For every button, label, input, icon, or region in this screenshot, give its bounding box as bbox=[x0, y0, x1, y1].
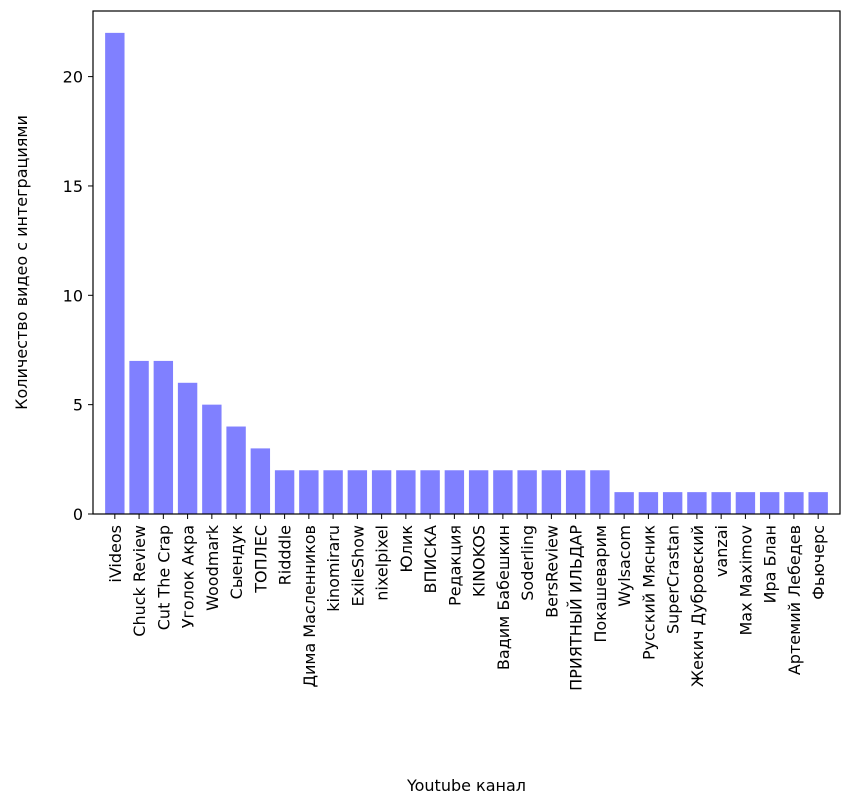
bar bbox=[493, 470, 513, 514]
bar bbox=[105, 32, 125, 514]
x-tick-label: Артемий Лебедев bbox=[785, 525, 804, 675]
bar bbox=[202, 404, 222, 514]
y-tick-label: 10 bbox=[63, 286, 83, 305]
x-tick-label: Woodmark bbox=[203, 524, 222, 611]
y-axis: 0 5 10 15 20 bbox=[63, 68, 93, 524]
x-tick-label: Юлик bbox=[397, 525, 416, 573]
bar bbox=[177, 382, 198, 514]
x-tick-label: Дима Масленников bbox=[300, 525, 319, 688]
x-tick-label: Вадим Бабешкин bbox=[494, 525, 513, 670]
x-tick-label: Ridddle bbox=[276, 525, 295, 585]
bar bbox=[590, 470, 610, 514]
x-tick-label: Редакция bbox=[445, 525, 464, 606]
bar bbox=[638, 492, 659, 514]
bar bbox=[687, 492, 707, 514]
bar bbox=[274, 470, 295, 514]
x-tick-label: Cut The Crap bbox=[154, 525, 173, 630]
x-tick-label: KINOKOS bbox=[470, 525, 489, 597]
x-tick-label: ТОПЛЕС bbox=[251, 525, 270, 594]
x-tick-label: Русский Мясник bbox=[639, 525, 658, 660]
bar bbox=[662, 492, 683, 514]
x-tick-label: Wylsacom bbox=[615, 525, 634, 607]
bar bbox=[371, 470, 392, 514]
x-tick-label: iVideos bbox=[106, 525, 125, 583]
x-axis: iVideos Chuck Review Cut The Crap Уголок Ак… bbox=[106, 514, 828, 691]
bar bbox=[129, 360, 149, 514]
plot-frame bbox=[92, 10, 841, 515]
x-axis-label: Youtube канал bbox=[406, 776, 526, 795]
bar bbox=[759, 492, 780, 514]
x-tick-label: Ира Блан bbox=[761, 525, 780, 603]
bar bbox=[468, 470, 489, 514]
y-tick-label: 5 bbox=[73, 396, 83, 415]
y-tick-label: 20 bbox=[63, 68, 83, 87]
bar bbox=[444, 470, 465, 514]
bar bbox=[250, 448, 271, 514]
bar bbox=[541, 470, 562, 514]
bar bbox=[614, 492, 634, 514]
x-tick-label: nixelpixel bbox=[373, 525, 392, 601]
bar bbox=[420, 470, 440, 514]
x-tick-label: Max Maximov bbox=[736, 525, 755, 636]
x-tick-label: ВПИСКА bbox=[421, 525, 440, 594]
bar bbox=[565, 470, 586, 514]
x-tick-label: Фьючерс bbox=[809, 525, 828, 600]
bar bbox=[784, 492, 804, 514]
x-tick-label: Soderling bbox=[518, 525, 537, 601]
x-tick-label: SuperCrastan bbox=[664, 525, 683, 634]
x-tick-label: Покашеварим bbox=[591, 525, 610, 643]
x-tick-label: ExileShow bbox=[348, 525, 367, 606]
y-tick-label: 15 bbox=[63, 177, 83, 196]
bar bbox=[808, 492, 828, 514]
bar bbox=[323, 470, 343, 514]
x-tick-label: Chuck Review bbox=[130, 525, 149, 637]
bar bbox=[517, 470, 537, 514]
x-tick-label: kinomiraru bbox=[324, 525, 343, 612]
x-tick-label: ПРИЯТНЫЙ ИЛЬДАР bbox=[567, 525, 586, 691]
bar bbox=[153, 360, 174, 514]
x-tick-label: Жекич Дубровский bbox=[688, 525, 707, 687]
bar bbox=[299, 470, 319, 514]
y-axis-label: Количество видео с интеграциями bbox=[12, 115, 31, 410]
x-tick-label: BersReview bbox=[542, 525, 561, 618]
y-tick-label: 0 bbox=[73, 505, 83, 524]
x-tick-label: vanzai bbox=[712, 525, 731, 577]
x-tick-label: Сыендук bbox=[227, 525, 246, 600]
bar bbox=[396, 470, 416, 514]
bar bbox=[347, 470, 368, 514]
bar bbox=[711, 492, 731, 514]
bar bbox=[226, 426, 246, 514]
bars-group bbox=[105, 32, 828, 514]
x-tick-label: Уголок Акра bbox=[179, 525, 198, 628]
bar bbox=[735, 492, 756, 514]
